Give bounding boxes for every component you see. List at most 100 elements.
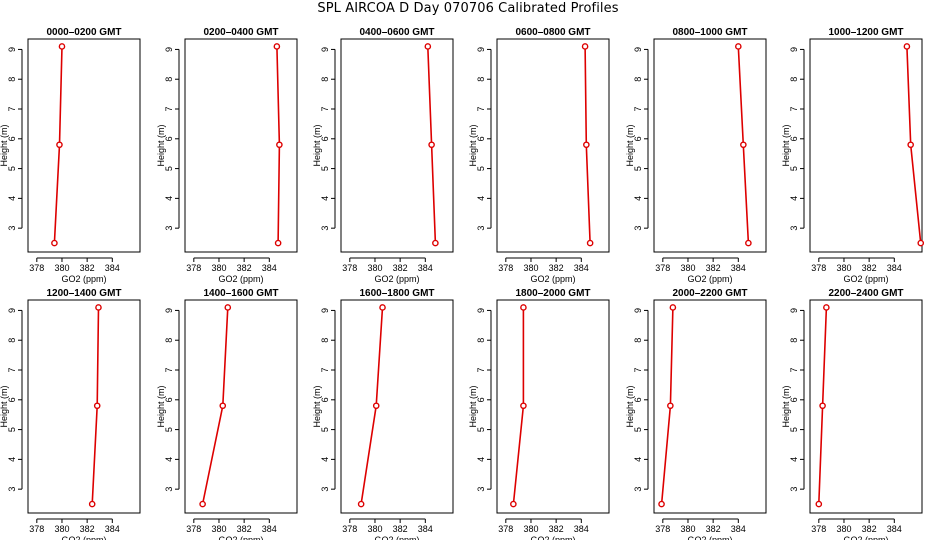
x-tick-label: 382 [237,524,252,534]
y-axis-label: Height (m) [156,124,166,166]
y-tick-label: 5 [7,427,17,432]
panel-title: 1000–1200 GMT [828,27,903,38]
y-tick-label: 6 [320,136,330,141]
panel-title: 0400–0600 GMT [359,27,434,38]
y-tick-label: 8 [789,77,799,82]
x-tick-label: 384 [731,263,746,273]
y-tick-label: 9 [7,47,17,52]
plot-frame [653,38,767,253]
plot-frame [809,38,923,253]
x-tick-label: 382 [237,263,252,273]
y-tick-label: 3 [789,226,799,231]
x-axis-label: GO2 (ppm) [530,535,575,540]
y-tick-label: 7 [633,106,643,111]
y-tick-label: 4 [633,196,643,201]
x-tick-label: 378 [498,263,513,273]
y-tick-label: 7 [164,367,174,372]
plot-frame [27,38,141,253]
x-axis-label: GO2 (ppm) [218,535,263,540]
y-tick-label: 8 [7,77,17,82]
panel-title: 0200–0400 GMT [203,27,278,38]
x-tick-label: 384 [105,524,120,534]
y-tick-label: 7 [476,367,486,372]
y-tick-label: 6 [789,136,799,141]
x-tick-label: 380 [680,263,695,273]
y-tick-label: 7 [7,367,17,372]
data-point [907,141,914,149]
y-tick-label: 4 [164,196,174,201]
y-tick-label: 4 [476,457,486,462]
x-tick-label: 378 [186,263,201,273]
x-tick-label: 380 [680,524,695,534]
y-tick-label: 3 [320,487,330,492]
x-tick-label: 382 [706,263,721,273]
y-axis-label: Height (m) [0,124,9,166]
x-tick-label: 378 [29,524,44,534]
plot-frame [496,299,610,514]
plot-frame [184,299,298,514]
x-axis-label: GO2 (ppm) [374,535,419,540]
y-tick-label: 8 [164,338,174,343]
data-point [56,141,63,149]
y-tick-label: 9 [633,47,643,52]
x-tick-label: 384 [887,263,902,273]
y-tick-label: 7 [164,106,174,111]
y-tick-label: 5 [633,166,643,171]
data-point [819,402,826,410]
panel-title: 2200–2400 GMT [828,288,903,299]
y-tick-label: 4 [476,196,486,201]
y-axis-label: Height (m) [312,124,322,166]
y-tick-label: 8 [476,338,486,343]
data-point [903,43,911,50]
y-tick-label: 3 [789,487,799,492]
y-tick-label: 4 [633,457,643,462]
data-point [424,43,432,50]
y-tick-label: 5 [476,166,486,171]
x-tick-label: 380 [367,524,382,534]
data-point [93,402,101,410]
y-tick-label: 3 [476,226,486,231]
x-tick-label: 378 [186,524,201,534]
y-tick-label: 7 [320,106,330,111]
x-tick-label: 380 [836,263,851,273]
y-tick-label: 4 [789,196,799,201]
y-tick-label: 3 [633,226,643,231]
y-tick-label: 7 [320,367,330,372]
x-tick-label: 378 [29,263,44,273]
data-point [735,43,742,50]
data-point [740,141,747,149]
y-tick-label: 9 [164,47,174,52]
plot-frame [340,38,454,253]
y-axis-label: Height (m) [781,385,791,427]
y-axis-label: Height (m) [156,385,166,427]
x-tick-label: 378 [498,524,513,534]
x-tick-label: 382 [393,263,408,273]
panel-title: 1400–1600 GMT [203,288,278,299]
y-axis-label: Height (m) [625,385,635,427]
x-tick-label: 384 [262,263,277,273]
data-point [823,304,830,311]
x-tick-label: 382 [706,524,721,534]
y-tick-label: 6 [164,136,174,141]
data-point [273,43,281,50]
plot-frame [653,299,767,514]
y-tick-label: 5 [320,427,330,432]
y-tick-label: 9 [164,308,174,313]
x-axis-label: GO2 (ppm) [843,274,888,284]
panel-title: 1200–1400 GMT [46,288,121,299]
x-tick-label: 378 [811,524,826,534]
x-tick-label: 380 [523,263,538,273]
x-tick-label: 378 [655,263,670,273]
plot-frame [340,299,454,514]
y-tick-label: 5 [320,166,330,171]
x-tick-label: 378 [342,263,357,273]
data-point [224,304,232,311]
data-point [581,43,589,50]
x-axis-label: GO2 (ppm) [374,274,419,284]
y-tick-label: 6 [164,397,174,402]
